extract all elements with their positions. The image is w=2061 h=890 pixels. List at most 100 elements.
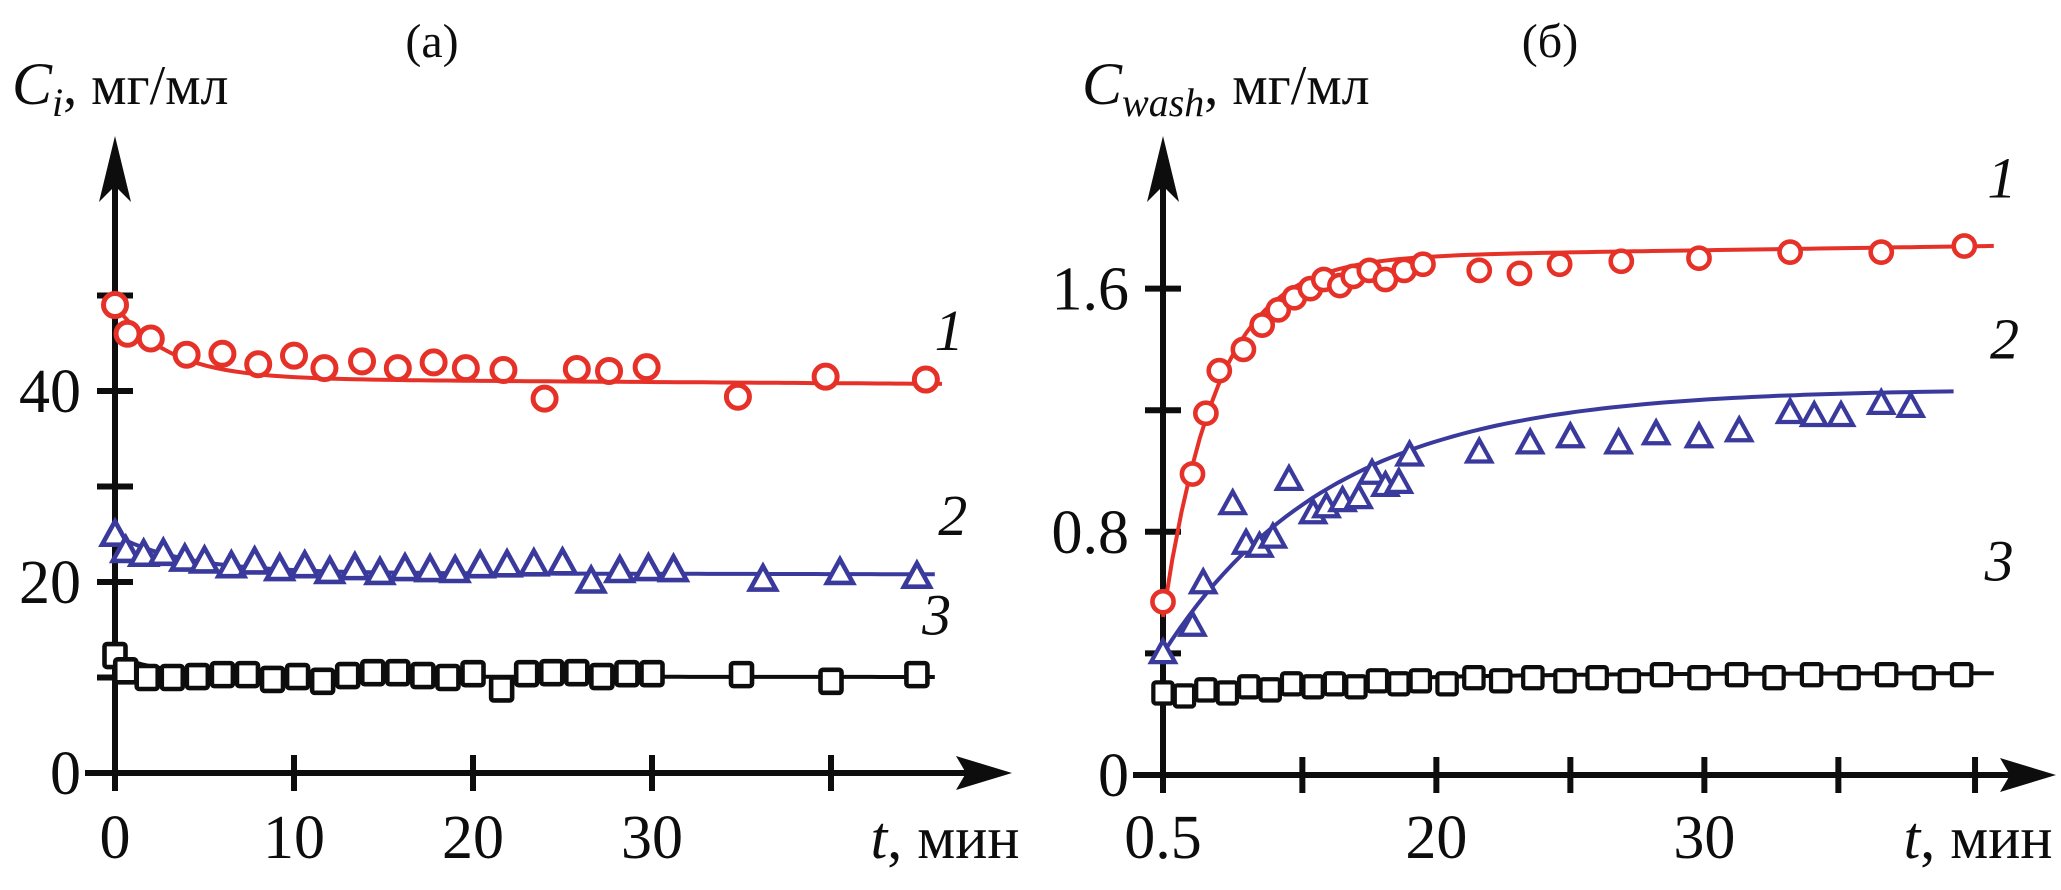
data-point-circle — [1608, 248, 1635, 275]
data-point-triangle — [516, 546, 551, 577]
data-point-triangle — [363, 554, 397, 586]
data-point-circle — [530, 384, 559, 413]
x-axis-title: t, мин — [1904, 805, 2053, 871]
data-point-square — [904, 660, 930, 689]
data-point-circle — [113, 319, 142, 348]
y-axis-arrowhead — [1147, 136, 1179, 202]
data-point-triangle — [187, 543, 222, 574]
data-point-square — [1617, 668, 1642, 694]
data-point-triangle — [490, 547, 524, 578]
series-label-1: 1 — [1987, 145, 2016, 210]
series-label-2: 2 — [1990, 307, 2019, 372]
data-point-square — [1344, 674, 1368, 700]
series-label-1: 1 — [935, 298, 964, 363]
series-2: 2 — [1147, 307, 2019, 665]
data-point-circle — [101, 291, 129, 320]
data-point-triangle — [214, 547, 249, 579]
y-tick-label: 40 — [19, 358, 81, 426]
data-point-circle — [1777, 239, 1804, 265]
data-point-square — [1258, 677, 1282, 703]
data-point-triangle — [237, 544, 272, 575]
data-point-circle — [172, 340, 201, 369]
data-point-triangle — [438, 552, 473, 584]
series-3: 3 — [1151, 528, 2014, 709]
data-point-circle — [1686, 245, 1712, 272]
data-point-triangle — [1176, 608, 1209, 637]
data-point-triangle — [413, 551, 447, 583]
data-point-square — [234, 660, 261, 689]
data-point-square — [1724, 661, 1749, 688]
data-point-square — [1799, 661, 1824, 688]
data-point-triangle — [574, 563, 609, 594]
y-tick-label: 0 — [1098, 742, 1129, 810]
series-label-3: 3 — [1984, 528, 2014, 593]
data-point-square — [435, 663, 461, 692]
data-point-triangle — [823, 554, 857, 586]
data-point-square — [359, 658, 386, 687]
data-point-square — [1874, 661, 1899, 688]
data-point-circle — [451, 354, 480, 383]
data-point-square — [112, 657, 139, 685]
data-point-circle — [348, 347, 377, 376]
data-point-square — [1236, 674, 1261, 700]
x-tick-label: 0 — [100, 804, 131, 872]
data-point-circle — [723, 382, 752, 411]
data-point-triangle — [1383, 465, 1415, 495]
panel-tag: (a) — [405, 15, 458, 68]
y-axis-title: Ci, мг/мл — [12, 51, 229, 125]
data-point-triangle — [1394, 438, 1426, 467]
data-point-triangle — [287, 547, 322, 579]
x-tick-label: 30 — [1673, 804, 1735, 872]
data-point-square — [1553, 668, 1577, 694]
data-point-circle — [136, 324, 165, 353]
data-point-circle — [562, 355, 591, 384]
data-point-square — [1151, 680, 1175, 706]
x-axis-arrowhead — [2000, 758, 2056, 792]
data-point-circle — [1546, 251, 1573, 278]
y-axis-arrowhead — [99, 136, 131, 202]
data-point-circle — [911, 365, 940, 394]
data-point-square — [818, 667, 844, 696]
data-point-circle — [595, 356, 624, 385]
data-point-triangle — [1825, 399, 1857, 428]
data-point-square — [309, 667, 336, 696]
data-point-circle — [383, 354, 412, 383]
data-point-triangle — [1463, 435, 1495, 464]
data-point-triangle — [1273, 462, 1305, 491]
data-point-circle — [1466, 257, 1493, 284]
data-point-circle — [1868, 239, 1895, 265]
data-point-square — [488, 675, 515, 703]
data-point-square — [589, 662, 615, 691]
data-point-triangle — [1187, 566, 1219, 595]
series-2: 2 — [98, 483, 967, 594]
data-point-circle — [1193, 400, 1219, 427]
data-point-triangle — [1865, 386, 1897, 415]
panel-tag: (б) — [1522, 15, 1578, 68]
data-point-triangle — [98, 516, 132, 548]
series-3: 3 — [102, 583, 951, 703]
data-point-triangle — [1257, 520, 1289, 549]
data-point-square — [1301, 674, 1325, 700]
data-point-square — [134, 663, 161, 692]
y-tick-label: 20 — [19, 549, 81, 617]
series-label-3: 3 — [921, 583, 951, 648]
data-point-circle — [1150, 588, 1176, 615]
data-point-triangle — [388, 550, 422, 582]
x-tick-label: 20 — [442, 804, 504, 872]
data-point-circle — [208, 339, 237, 368]
data-point-circle — [1410, 251, 1436, 278]
data-point-square — [1687, 665, 1711, 691]
data-point-triangle — [1723, 414, 1755, 443]
data-point-square — [1649, 661, 1674, 688]
series-label-2: 2 — [938, 483, 967, 548]
data-point-triangle — [167, 541, 202, 572]
data-point-square — [1488, 668, 1513, 694]
data-point-square — [1194, 677, 1218, 703]
data-point-triangle — [1798, 399, 1830, 428]
data-point-triangle — [602, 552, 637, 584]
panel-a: (a) Ci, мг/мл 0 10 20 30 t, мин 0 20 40 1 2 3 — [12, 15, 1019, 872]
data-point-square — [159, 663, 186, 692]
fit-line-2 — [1161, 389, 1954, 655]
data-point-square — [1172, 683, 1197, 709]
data-point-triangle — [463, 547, 498, 579]
